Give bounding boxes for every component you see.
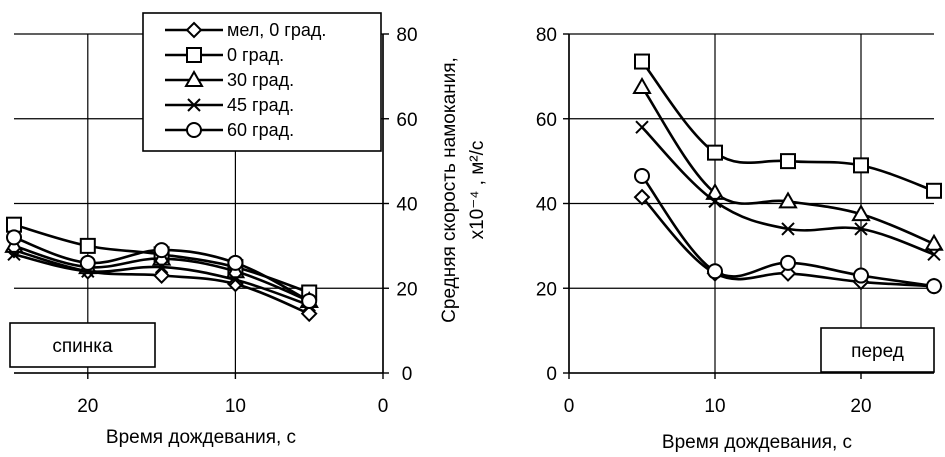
cross-stroke <box>854 222 868 236</box>
series-circle <box>6 229 318 309</box>
data-point-circle <box>6 229 22 246</box>
series-line <box>641 126 935 256</box>
data-point-circle <box>926 278 942 295</box>
cross-stroke <box>781 222 795 236</box>
cross-stroke <box>228 273 243 287</box>
x-tick-label: 20 <box>850 396 871 417</box>
data-point-cross <box>927 247 941 262</box>
data-point-diamond <box>633 188 651 206</box>
x-tick-label: 10 <box>704 396 725 417</box>
legend-item: 45 град. <box>165 95 294 115</box>
data-point-square <box>707 144 723 161</box>
legend-marker-diamond <box>185 21 203 39</box>
series-square <box>634 53 942 199</box>
y-tick-label: 20 <box>536 279 557 300</box>
data-point-circle <box>153 242 170 259</box>
y-tick-label: 60 <box>536 110 557 131</box>
data-point-cross <box>635 120 649 134</box>
legend-label: 0 град. <box>227 45 284 65</box>
legend-label: 45 град. <box>227 95 294 115</box>
series-circle <box>634 167 942 295</box>
cross-stroke <box>7 247 21 262</box>
y-axis-label-line1: Средняя скорость намокания, <box>439 57 460 323</box>
legend-item: мел, 0 град. <box>165 20 326 40</box>
y-tick-label: 60 <box>396 110 417 131</box>
x-axis-label: Время дождевания, с <box>662 432 852 453</box>
legend-marker-square <box>186 47 202 63</box>
legend-item: 0 град. <box>165 45 284 65</box>
panel-label-box: перед <box>820 327 935 373</box>
cross-stroke <box>635 120 649 134</box>
legend-item: 30 град. <box>165 69 294 90</box>
data-point-cross <box>781 222 795 236</box>
data-point-cross <box>854 222 868 236</box>
series-line <box>640 60 935 193</box>
data-point-cross <box>708 194 722 209</box>
data-point-circle <box>780 254 796 271</box>
panel-label-box: спинка <box>9 322 156 368</box>
x-tick-label: 0 <box>378 396 389 417</box>
legend-marker-cross <box>187 98 201 112</box>
data-point-square <box>79 237 96 254</box>
chart-panel-спинка: 0 20 40 60 80 20 10 0 Время дождевания, с спинка м… <box>4 12 418 448</box>
series-line <box>640 86 935 246</box>
x-axis-label: Время дождевания, с <box>106 427 296 448</box>
data-point-circle <box>634 167 650 184</box>
data-point-circle <box>301 292 318 309</box>
data-point-diamond <box>153 267 171 284</box>
data-point-triangle <box>851 204 871 222</box>
data-point-cross <box>228 273 243 287</box>
data-point-diamond <box>300 305 318 323</box>
data-point-circle <box>227 254 244 271</box>
chart-panel-перед: 0 20 40 60 80 0 10 20 Время дождевания, с перед <box>536 25 944 453</box>
panel-label: перед <box>851 341 904 362</box>
y-tick-label: 80 <box>536 25 557 46</box>
legend-label: 30 град. <box>227 70 294 90</box>
y-tick-label: 20 <box>396 279 417 300</box>
cross-stroke <box>708 194 722 209</box>
legend-frame <box>142 12 382 152</box>
panel-label: спинка <box>52 336 113 357</box>
panel-label-frame <box>9 322 156 368</box>
x-tick-label: 10 <box>225 396 246 417</box>
data-point-circle <box>853 267 869 284</box>
data-point-circle <box>707 263 723 280</box>
legend: мел, 0 град. 0 град. 30 град. 45 град. 60 гр… <box>142 12 382 152</box>
cross-stroke <box>154 260 169 274</box>
cross-stroke <box>927 247 941 262</box>
data-point-square <box>853 157 869 174</box>
data-point-triangle <box>705 182 725 200</box>
y-axis-label: Средняя скорость намокания, x10⁻⁴ , м²/с <box>439 57 488 323</box>
y-tick-label: 0 <box>546 364 557 385</box>
cross-stroke <box>187 98 201 112</box>
x-tick-label: 0 <box>564 396 575 417</box>
legend-label: мел, 0 град. <box>227 20 326 40</box>
legend-label: 60 град. <box>227 120 294 140</box>
data-point-triangle <box>924 233 944 251</box>
y-tick-label: 40 <box>536 195 557 216</box>
y-axis-label-line2: x10⁻⁴ , м²/с <box>467 141 488 240</box>
legend-marker-circle <box>186 122 202 138</box>
data-point-cross <box>7 247 21 262</box>
series-cross <box>635 120 941 262</box>
data-point-triangle <box>632 76 652 94</box>
y-tick-label: 0 <box>402 364 413 385</box>
data-point-square <box>780 153 796 170</box>
series-triangle <box>632 76 944 251</box>
panel-label-frame <box>820 327 935 373</box>
x-tick-label: 20 <box>77 396 98 417</box>
data-point-circle <box>79 254 96 271</box>
data-point-square <box>926 182 942 199</box>
data-point-square <box>634 53 650 70</box>
data-point-cross <box>154 260 169 274</box>
y-tick-label: 40 <box>396 195 417 216</box>
legend-marker-triangle <box>184 69 204 87</box>
y-tick-label: 80 <box>396 25 417 46</box>
data-point-triangle <box>778 191 798 209</box>
legend-item: 60 град. <box>165 120 294 140</box>
